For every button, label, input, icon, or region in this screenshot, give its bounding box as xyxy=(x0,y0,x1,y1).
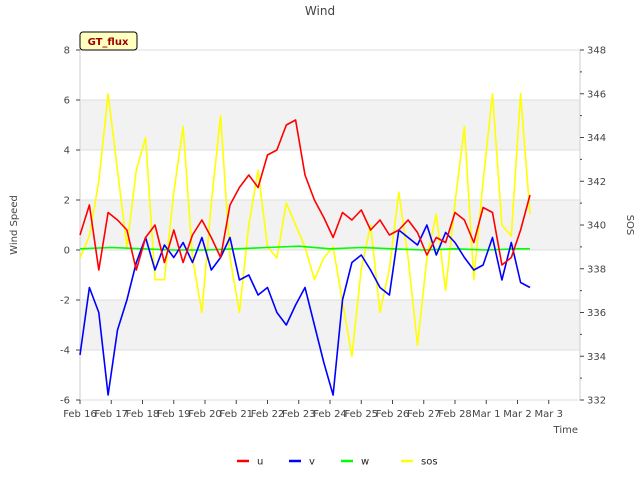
y-tick-label: 4 xyxy=(64,146,70,157)
x-tick-label: Feb 19 xyxy=(157,409,191,420)
x-tick-label: Feb 17 xyxy=(94,409,128,420)
y2-tick-label: 336 xyxy=(587,308,606,319)
legend-label-w: w xyxy=(361,457,369,468)
x-tick-label: Feb 20 xyxy=(188,409,222,420)
legend-label-sos: sos xyxy=(421,457,438,468)
y2-tick-label: 334 xyxy=(587,352,606,363)
y-tick-label: 8 xyxy=(64,46,70,57)
x-tick-label: Feb 16 xyxy=(63,409,97,420)
legend-label-v: v xyxy=(309,457,315,468)
x-axis-label: Time xyxy=(553,425,578,436)
series-line-w xyxy=(79,245,530,251)
series-line-u xyxy=(79,119,531,271)
y2-tick-label: 338 xyxy=(587,264,606,275)
x-tick-label: Mar 3 xyxy=(535,409,563,420)
y2-tick-label: 332 xyxy=(587,396,606,407)
y2-axis-label: SOS xyxy=(624,215,635,236)
x-tick-label: Feb 28 xyxy=(438,409,472,420)
series-line-v xyxy=(79,224,531,396)
x-tick-label: Mar 2 xyxy=(503,409,531,420)
legend: u v w sos xyxy=(237,457,438,468)
y2-tick-label: 346 xyxy=(587,89,606,100)
y2-axis-ticks: 332 334 336 338 340 342 344 346 348 xyxy=(580,46,606,407)
y2-tick-label: 342 xyxy=(587,177,606,188)
gt-flux-badge: GT_flux xyxy=(79,31,138,51)
y-axis-ticks: -6 -4 -2 0 2 4 6 8 xyxy=(60,46,80,407)
x-tick-label: Feb 21 xyxy=(219,409,253,420)
x-tick-label: Feb 18 xyxy=(126,409,160,420)
background-bands xyxy=(80,100,580,350)
y2-tick-label: 340 xyxy=(587,221,606,232)
band xyxy=(80,300,580,350)
y-tick-label: -4 xyxy=(60,346,70,357)
x-tick-label: Feb 25 xyxy=(344,409,378,420)
y-tick-label: -6 xyxy=(60,396,70,407)
badge-label: GT_flux xyxy=(88,37,129,48)
x-tick-label: Feb 24 xyxy=(313,409,347,420)
x-tick-label: Feb 22 xyxy=(251,409,285,420)
y2-tick-label: 348 xyxy=(587,46,606,57)
y-tick-label: 2 xyxy=(64,196,70,207)
legend-label-u: u xyxy=(257,457,263,468)
x-tick-label: Feb 23 xyxy=(282,409,316,420)
band xyxy=(80,200,580,250)
band xyxy=(80,100,580,150)
chart-title: Wind xyxy=(305,4,335,18)
x-tick-label: Mar 1 xyxy=(472,409,500,420)
x-tick-label: Feb 27 xyxy=(407,409,441,420)
x-tick-label: Feb 26 xyxy=(376,409,410,420)
y-tick-label: 0 xyxy=(64,246,70,257)
y2-tick-label: 344 xyxy=(587,133,606,144)
y-tick-label: 6 xyxy=(64,96,70,107)
series-group xyxy=(79,93,531,396)
y-tick-label: -2 xyxy=(60,296,70,307)
y-axis-label: Wind Speed xyxy=(9,195,20,255)
badge-box xyxy=(79,31,138,51)
